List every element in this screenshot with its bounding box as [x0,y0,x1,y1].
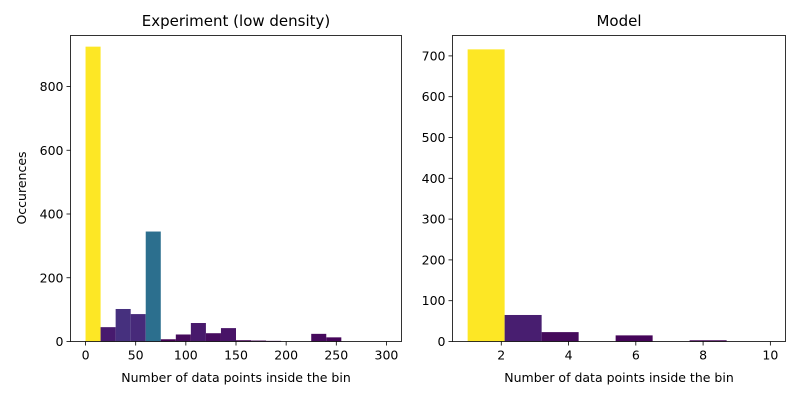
right-axes-frame [452,35,786,342]
left-bar-8 [205,333,221,342]
right-x-tick-label-4: 10 [762,348,778,363]
right-y-ticks: 0 100 200 300 400 500 600 700 [422,48,453,349]
left-bar-2 [115,308,131,342]
left-bar-6 [175,334,191,342]
right-bar-2 [541,332,579,342]
left-bar-10 [236,340,252,342]
left-bar-4 [145,231,161,342]
right-bar-0 [467,49,505,342]
right-y-tick-label-4: 400 [422,171,446,186]
right-y-tick-label-5: 500 [422,130,446,145]
left-y-ticks: 0 200 400 600 800 [40,79,71,349]
left-x-ticks: 0 50 100 150 200 250 300 [82,341,399,363]
left-chart-title: Experiment (low density) [142,12,331,30]
left-bar-0 [85,46,101,342]
left-bar-9 [220,328,236,342]
right-bars [467,49,727,342]
left-x-tick-label-2: 100 [174,348,198,363]
left-y-tick-label-3: 600 [40,143,64,158]
left-bar-11 [251,340,267,342]
right-y-tick-label-2: 200 [422,252,446,267]
left-x-tick-label-5: 250 [324,348,348,363]
right-axes: 2 4 6 8 10 0 100 200 300 400 500 600 700 Model Numb… [422,12,786,385]
left-bar-14 [326,337,342,342]
right-x-axis-label: Number of data points inside the bin [504,370,734,385]
right-bar-3 [615,335,653,342]
right-x-ticks: 2 4 6 8 10 [497,341,778,363]
left-x-tick-label-6: 300 [375,348,399,363]
right-y-tick-label-1: 100 [422,293,446,308]
right-bar-4 [689,340,727,342]
left-bar-7 [190,323,206,342]
left-bars [85,46,342,342]
left-y-tick-label-1: 200 [40,270,64,285]
right-y-tick-label-6: 600 [422,89,446,104]
left-x-tick-label-1: 50 [128,348,144,363]
right-y-tick-label-3: 300 [422,212,446,227]
left-x-tick-label-0: 0 [82,348,90,363]
left-bar-13 [311,333,327,342]
right-x-tick-label-2: 6 [632,348,640,363]
right-chart-title: Model [596,12,641,30]
right-x-tick-label-0: 2 [497,348,505,363]
right-x-tick-label-1: 4 [565,348,573,363]
left-x-axis-label: Number of data points inside the bin [121,370,351,385]
left-bar-1 [100,327,116,342]
left-y-tick-label-4: 800 [40,79,64,94]
left-bar-5 [160,339,176,342]
left-bar-3 [130,314,146,342]
right-bar-1 [504,314,542,342]
right-x-tick-label-3: 8 [699,348,707,363]
right-y-tick-label-7: 700 [422,48,446,63]
left-y-axis-label: Occurences [14,151,29,224]
left-axes: 0 50 100 150 200 250 300 0 200 400 600 800 Experim… [14,12,402,385]
left-y-tick-label-0: 0 [56,334,64,349]
left-y-tick-label-2: 400 [40,207,64,222]
left-x-tick-label-4: 200 [274,348,298,363]
left-x-tick-label-3: 150 [224,348,248,363]
right-y-tick-label-0: 0 [438,334,446,349]
